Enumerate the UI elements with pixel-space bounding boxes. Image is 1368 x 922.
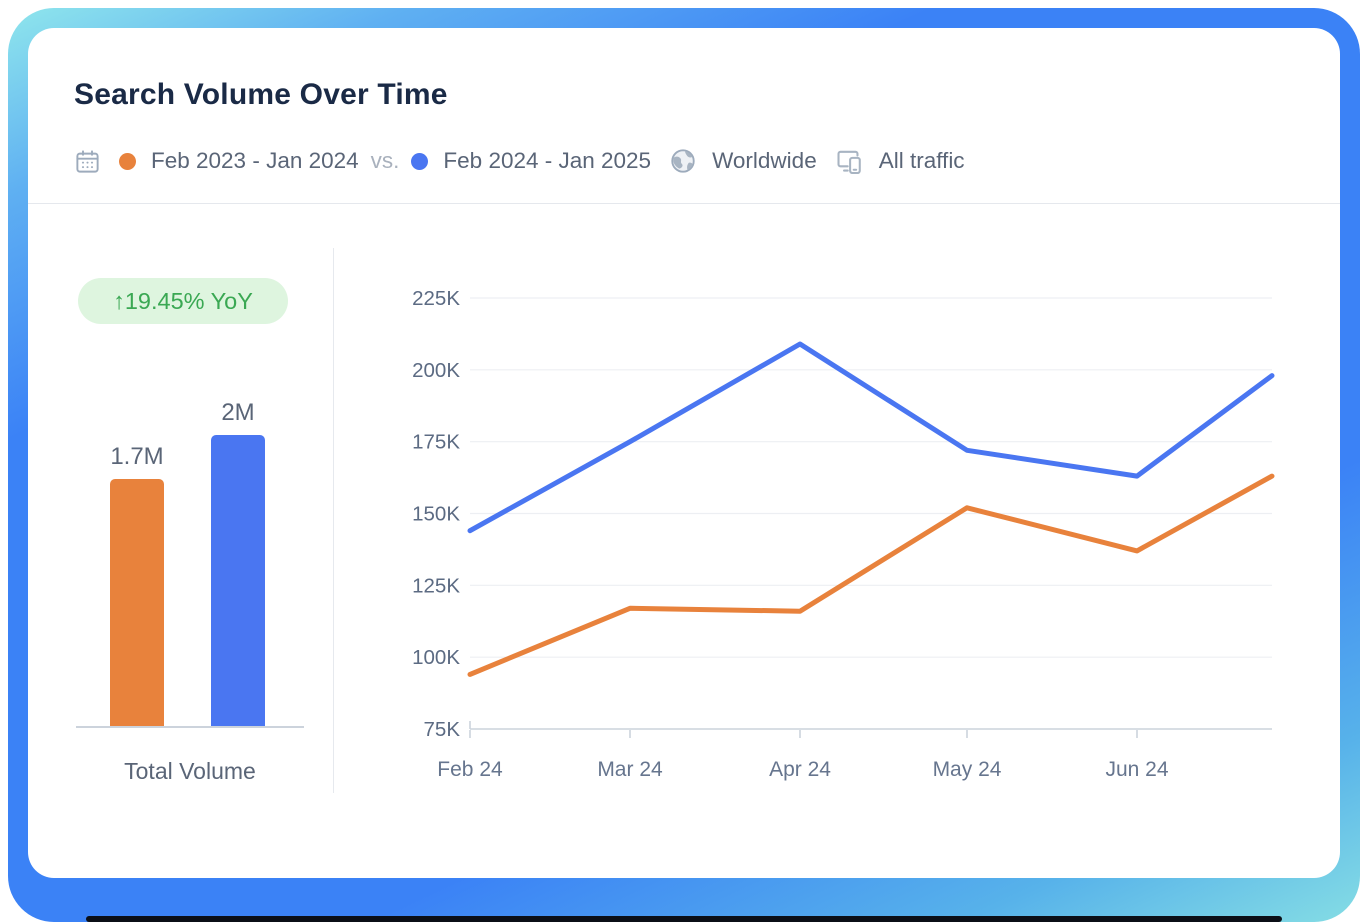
bottom-edge-bar — [86, 916, 1282, 922]
calendar-icon[interactable] — [74, 148, 101, 175]
vs-label: vs. — [370, 148, 400, 173]
filter-period-a[interactable]: Feb 2023 - Jan 2024 — [119, 148, 359, 174]
search-volume-card: Search Volume Over Time Feb — [28, 28, 1340, 878]
x-tick-label: May 24 — [933, 758, 1002, 781]
location-label: Worldwide — [712, 148, 817, 173]
bar-baseline — [76, 726, 304, 728]
traffic-label: All traffic — [878, 148, 965, 173]
header-divider — [28, 203, 1340, 204]
series-line — [467, 341, 1275, 534]
x-tick-label: Jun 24 — [1105, 758, 1168, 781]
series-line — [467, 473, 1275, 677]
line-chart: 75K 100K 125K 150K 175K 200K 225K Feb 24 Mar 24 A… — [382, 282, 1302, 792]
yoy-badge: ↑19.45% YoY — [78, 278, 288, 324]
total-volume-bar-previous — [110, 479, 164, 726]
y-tick-label: 225K — [412, 287, 460, 310]
filter-period-b[interactable]: Feb 2024 - Jan 2025 — [411, 148, 651, 174]
period-a-label: Feb 2023 - Jan 2024 — [151, 148, 359, 173]
x-tick-label: Apr 24 — [769, 758, 831, 781]
bar-value-label-a: 1.7M — [110, 443, 164, 470]
filter-traffic[interactable]: All traffic — [835, 147, 965, 176]
bar-value-label-b: 2M — [221, 399, 255, 426]
devices-icon — [835, 147, 864, 176]
y-tick-label: 200K — [412, 359, 460, 382]
card-title: Search Volume Over Time — [74, 78, 448, 111]
period-b-label: Feb 2024 - Jan 2025 — [443, 148, 652, 173]
y-tick-label: 125K — [412, 574, 460, 597]
period-a-color-dot — [119, 152, 136, 170]
bar-category-label: Total Volume — [124, 758, 256, 784]
filters-row: Feb 2023 - Jan 2024 vs. Feb 2024 - Jan 2… — [74, 142, 965, 180]
x-tick-label: Mar 24 — [597, 758, 663, 781]
panel-divider — [333, 248, 334, 793]
y-tick-label: 100K — [412, 646, 460, 669]
line-chart-svg: 75K 100K 125K 150K 175K 200K 225K Feb 24 Mar 24 A… — [412, 287, 1275, 781]
total-volume-bar-current — [211, 435, 265, 726]
filter-location[interactable]: Worldwide — [669, 147, 817, 175]
y-tick-label: 175K — [412, 431, 460, 454]
period-b-color-dot — [411, 152, 429, 170]
x-tick-label: Feb 24 — [437, 758, 503, 781]
y-tick-label: 150K — [412, 503, 460, 526]
y-tick-label: 75K — [424, 718, 461, 741]
globe-icon — [669, 147, 697, 175]
